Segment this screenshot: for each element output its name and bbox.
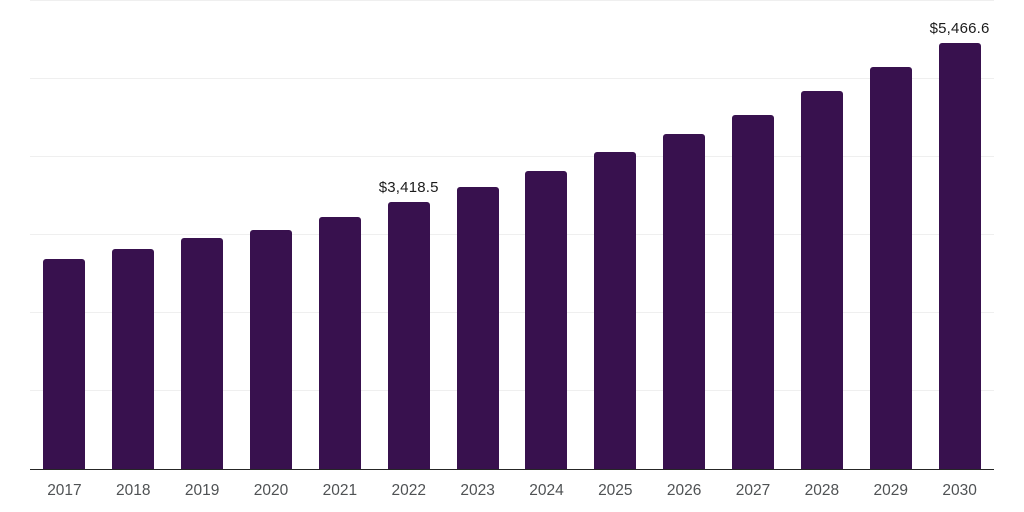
gridline	[30, 234, 994, 235]
bar-slot	[168, 1, 237, 469]
bar-2023	[456, 187, 499, 469]
data-label-2022: $3,418.5	[378, 179, 439, 197]
bar-slot	[787, 1, 856, 469]
bar-2019	[181, 237, 224, 469]
gridline	[30, 0, 994, 1]
x-tick-label-2029: 2029	[873, 482, 908, 499]
bar-2030	[938, 42, 981, 469]
bar-2024	[525, 171, 568, 469]
bars-container: $3,418.5 $5,466.6	[30, 1, 994, 469]
x-tick-label-2028: 2028	[804, 482, 840, 499]
bar-slot	[512, 1, 581, 469]
bar-2017	[43, 258, 86, 469]
gridline	[30, 78, 994, 79]
bar-slot: $5,466.6	[925, 1, 994, 469]
gridline	[30, 156, 994, 158]
x-axis-labels: 2017 2018 2019 2020 2021 2022 2023 2024 2025 2026…	[30, 482, 994, 500]
x-tick-label-2024: 2024	[529, 482, 564, 499]
bar-2025	[594, 152, 637, 469]
bar-2026	[663, 133, 706, 469]
bar-2029	[869, 67, 912, 469]
bar-slot: $3,418.5	[374, 1, 443, 469]
bar-2028	[800, 91, 843, 469]
bar-slot	[443, 1, 512, 469]
x-tick-label-2026: 2026	[666, 482, 702, 499]
bar-2021	[318, 217, 361, 469]
x-tick-label-2020: 2020	[253, 482, 289, 499]
bar-2022	[387, 202, 430, 469]
x-tick-label-2023: 2023	[460, 482, 495, 499]
bar-slot	[650, 1, 719, 469]
x-tick-label-2022: 2022	[391, 482, 426, 499]
x-tick-label-2021: 2021	[322, 482, 358, 499]
bar-slot	[305, 1, 374, 469]
x-tick-label-2018: 2018	[116, 482, 151, 499]
bar-slot	[856, 1, 925, 469]
bar-2018	[112, 249, 155, 469]
bar-2020	[250, 229, 292, 469]
bar-slot	[30, 1, 99, 469]
bar-slot	[719, 1, 788, 469]
bar-slot	[99, 1, 168, 469]
bar-2027	[732, 114, 775, 469]
bar-slot	[581, 1, 650, 469]
plot-area: $3,418.5 $5,466.6	[30, 0, 994, 470]
bar-slot	[237, 1, 306, 469]
data-label-2030: $5,466.6	[929, 19, 990, 37]
x-tick-label-2027: 2027	[735, 482, 771, 499]
gridline	[30, 390, 994, 392]
gridline	[30, 312, 994, 314]
x-tick-label-2025: 2025	[598, 482, 633, 499]
x-tick-label-2017: 2017	[47, 482, 82, 499]
x-tick-label-2019: 2019	[184, 482, 220, 499]
x-tick-label-2030: 2030	[942, 482, 977, 499]
x-axis-line	[30, 468, 994, 470]
